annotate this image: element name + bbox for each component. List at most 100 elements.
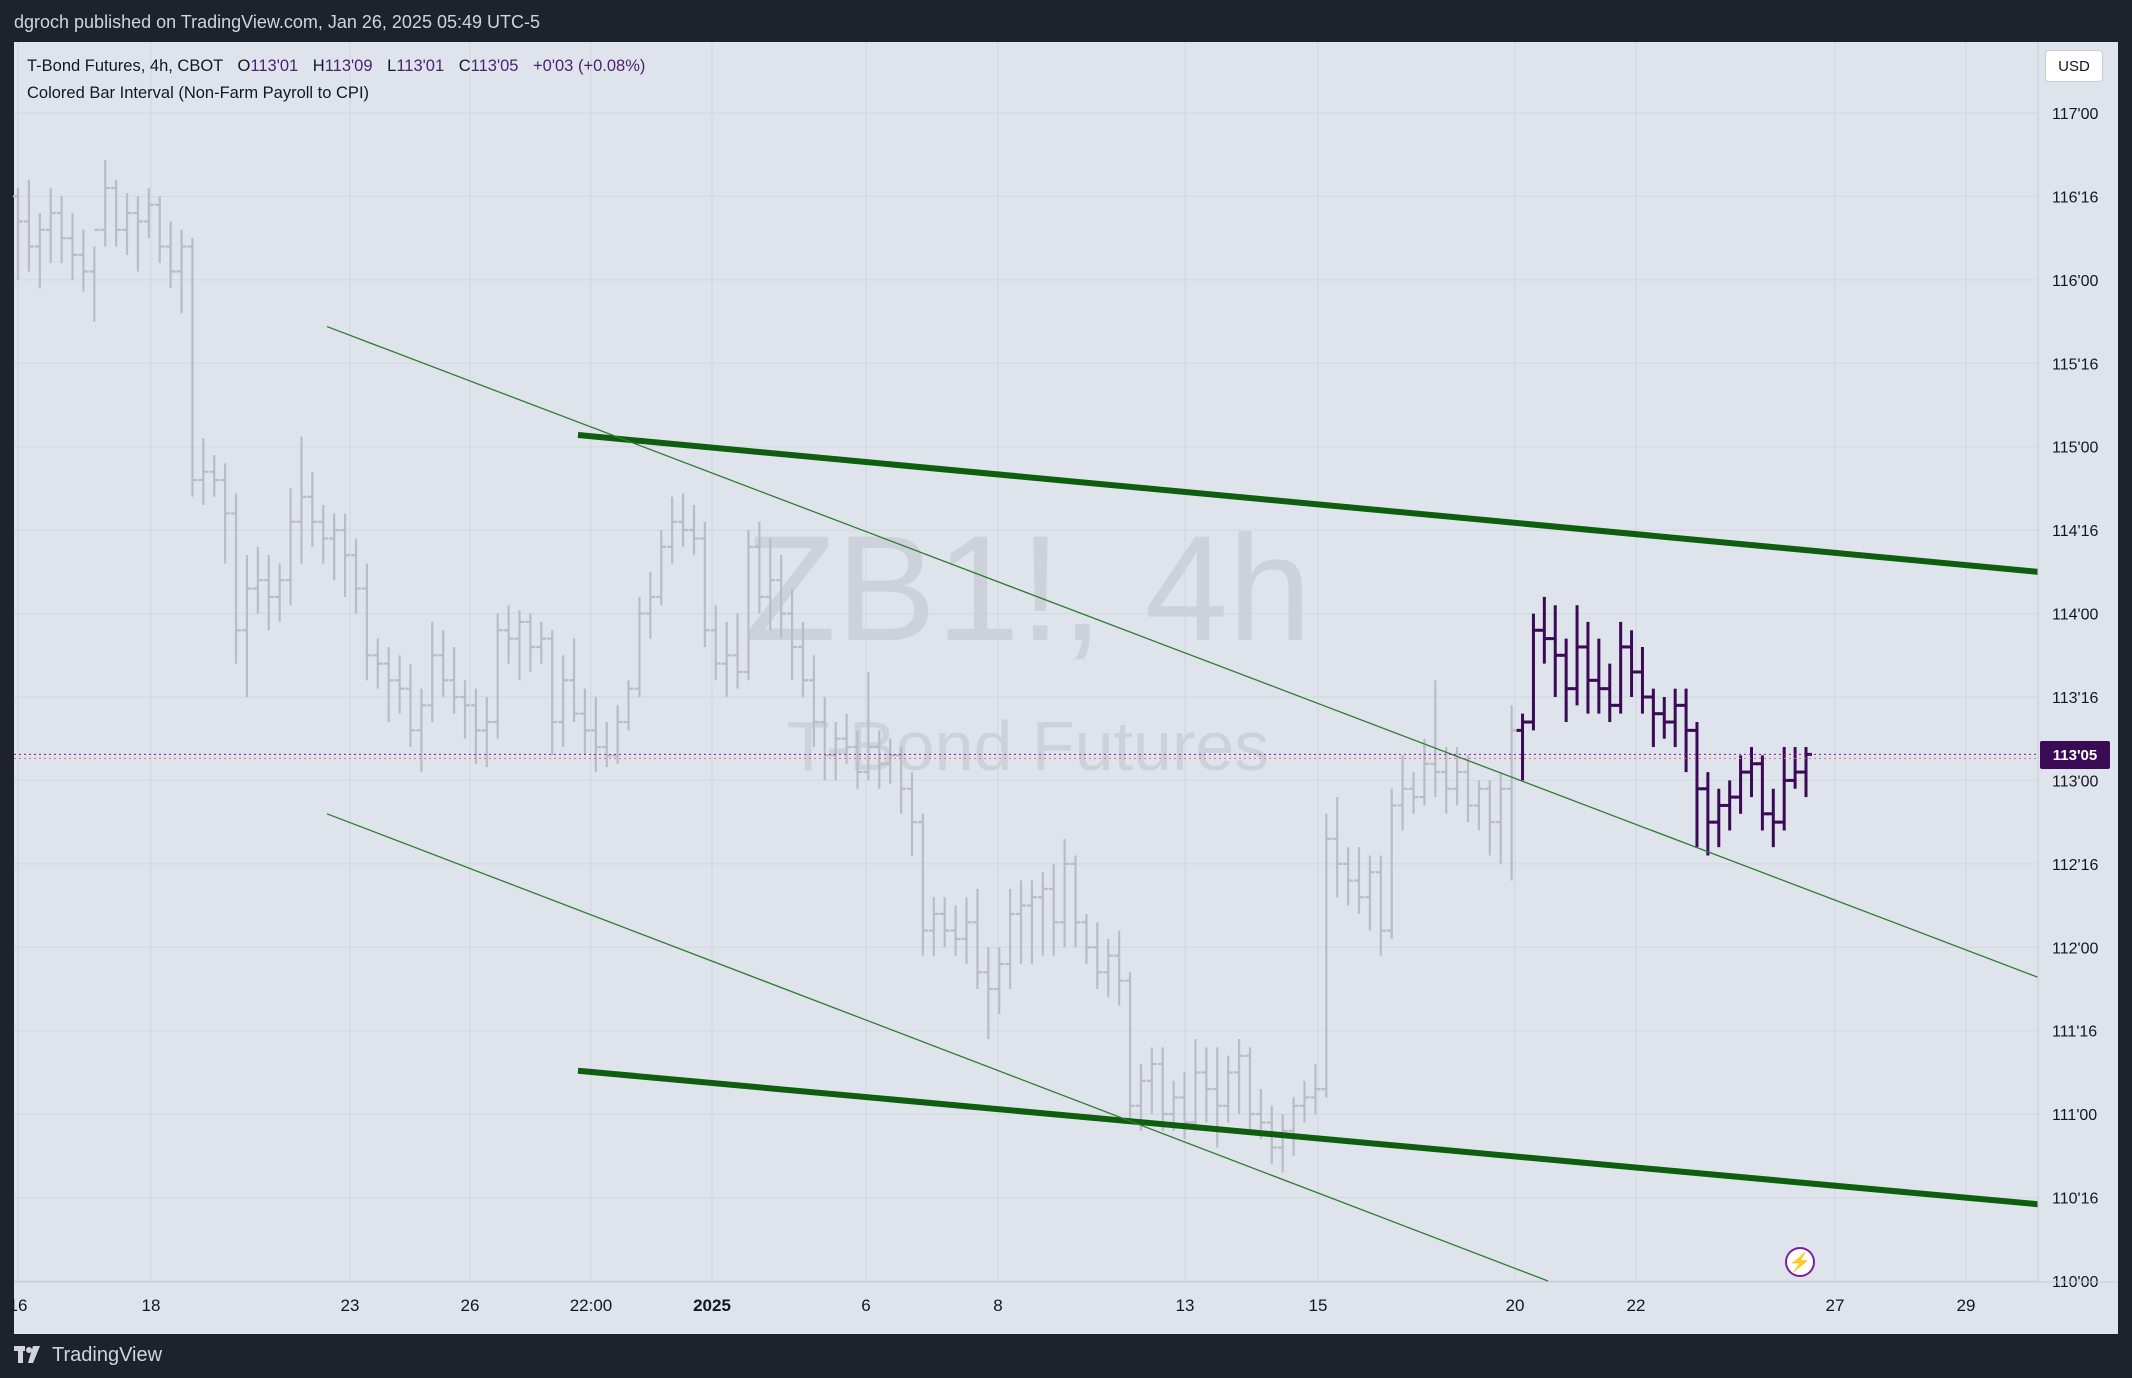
indicator-name: Colored Bar Interval (Non-Farm Payroll t…: [27, 84, 370, 102]
ohlc-bars: [13, 159, 1812, 1173]
price-bar: [1441, 747, 1452, 814]
price-bar: [56, 196, 67, 264]
highlighted-bar: [1723, 780, 1736, 831]
price-bar: [1005, 888, 1016, 989]
channel-line-thick[interactable]: [577, 1067, 2039, 1208]
price-bar: [1070, 855, 1081, 948]
price-bar: [797, 621, 808, 697]
price-bar: [1506, 705, 1517, 881]
price-bar: [623, 680, 634, 731]
price-tick-label: 115'00: [2052, 440, 2098, 457]
price-bar: [939, 897, 950, 948]
price-bar: [132, 196, 143, 272]
lightning-icon[interactable]: ⚡: [1785, 1247, 1815, 1277]
price-bar: [558, 655, 569, 748]
price-bar: [645, 571, 656, 639]
price-bar: [1321, 813, 1332, 1098]
price-bar: [776, 555, 787, 639]
price-tick-label: 116'00: [2052, 273, 2098, 290]
high-label: H113'09: [312, 57, 373, 75]
symbol-watermark: ZB1!, 4h T-Bond Futures: [745, 504, 1312, 785]
time-tick-label: 27: [1826, 1296, 1845, 1315]
price-bar: [678, 493, 689, 547]
highlighted-bar: [1658, 697, 1671, 739]
channel-line-thin[interactable]: [326, 325, 2039, 978]
symbol-legend-row[interactable]: T-Bond Futures, 4h, CBOT O113'01 H113'09…: [27, 53, 645, 80]
footer-bar: [0, 1334, 2132, 1378]
tradingview-logo[interactable]: TradingView: [14, 1340, 162, 1370]
highlighted-bar: [1690, 722, 1703, 848]
price-bar: [1103, 938, 1114, 998]
price-bar: [863, 671, 874, 781]
price-bar: [928, 897, 939, 956]
price-bar: [13, 188, 23, 280]
price-bar: [111, 179, 122, 247]
price-bar: [470, 688, 481, 764]
close-label: C113'05: [458, 57, 519, 75]
price-bar: [972, 888, 983, 989]
price-bar: [198, 438, 209, 506]
price-bar: [340, 513, 351, 597]
highlighted-bar: [1680, 688, 1693, 773]
time-tick-label: 8: [993, 1296, 1002, 1315]
price-bar: [841, 713, 852, 764]
price-bar: [1332, 797, 1343, 898]
highlighted-bar: [1581, 621, 1594, 714]
price-bar: [1037, 872, 1048, 956]
channel-line-thick[interactable]: [577, 432, 2039, 575]
price-axis[interactable]: 117'00 116'16 116'00 115'16 115'00 114'16 114'…: [2037, 42, 2118, 1291]
price-bar: [1081, 913, 1092, 964]
price-bar: [1288, 1097, 1299, 1156]
price-bar: [1048, 863, 1059, 956]
price-bar: [252, 546, 263, 614]
highlighted-bar: [1636, 646, 1649, 714]
channel-line-thin[interactable]: [326, 813, 1549, 1282]
price-bar: [830, 722, 841, 781]
price-bar: [688, 505, 699, 556]
indicator-legend-row[interactable]: Colored Bar Interval (Non-Farm Payroll t…: [27, 80, 645, 107]
price-tick-label: 117'00: [2052, 106, 2098, 123]
price-bar: [1277, 1114, 1288, 1173]
price-tick-label: 116'16: [2052, 189, 2098, 206]
price-bar: [1201, 1047, 1212, 1123]
price-bar: [220, 463, 231, 564]
watermark-symbol: ZB1!, 4h: [745, 504, 1312, 672]
price-bar: [699, 521, 710, 647]
high-value: 113'09: [324, 57, 373, 75]
price-bar: [100, 159, 111, 247]
currency-button[interactable]: USD: [2045, 50, 2103, 82]
highlighted-bar: [1767, 788, 1780, 848]
chart-area[interactable]: [14, 42, 2118, 1334]
price-bar: [1234, 1039, 1245, 1115]
price-bar: [787, 588, 798, 681]
time-tick-label: 18: [142, 1296, 161, 1315]
price-bar: [885, 738, 896, 784]
price-bar: [852, 730, 863, 789]
price-bar: [569, 638, 580, 723]
open-value: 113'01: [250, 57, 299, 75]
time-tick-label: 13: [1176, 1296, 1195, 1315]
price-bar: [1397, 755, 1408, 831]
price-bar: [122, 193, 133, 255]
publish-bar: dgroch published on TradingView.com, Jan…: [0, 0, 2132, 42]
price-tick-label: 113'00: [2052, 773, 2098, 790]
price-bar: [449, 646, 460, 714]
price-tick-label: 112'16: [2052, 857, 2098, 874]
price-bar: [1299, 1080, 1310, 1123]
price-axis-bg: [2038, 42, 2118, 1282]
price-bar: [67, 213, 78, 280]
price-tick-label: 111'00: [2052, 1107, 2097, 1124]
price-tick-label: 113'16: [2052, 690, 2098, 707]
price-bar: [765, 538, 776, 631]
price-bar: [983, 947, 994, 1040]
price-bar: [503, 605, 514, 664]
price-bar: [78, 229, 89, 292]
price-bar: [514, 610, 525, 681]
price-bar: [154, 196, 165, 264]
price-bar: [285, 488, 296, 606]
highlighted-bar: [1712, 788, 1725, 848]
price-bar: [721, 621, 732, 697]
time-axis[interactable]: 16 18 23 26 22:00 2025 6 8 13 15 20 22 27 29: [9, 1281, 2118, 1334]
trendlines[interactable]: [326, 325, 2039, 1282]
